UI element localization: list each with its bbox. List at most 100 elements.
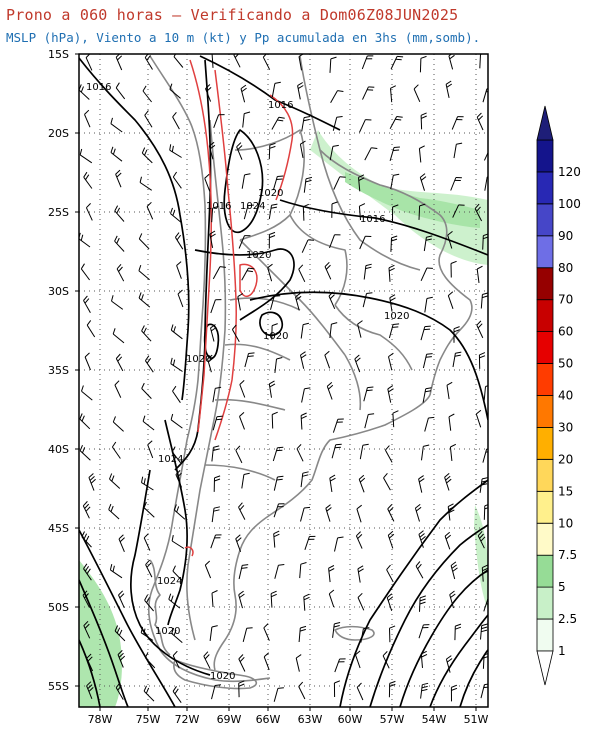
wind-barb — [115, 682, 124, 700]
isobar-1024-south — [164, 419, 188, 626]
wind-barb — [298, 681, 306, 700]
wind-barb — [112, 416, 124, 432]
wind-barb — [480, 292, 488, 309]
wind-barb — [238, 235, 251, 249]
wind-barb — [298, 625, 307, 643]
wind-barb — [300, 412, 307, 430]
wind-barb — [390, 55, 404, 70]
isobar-1016-west — [79, 57, 190, 401]
lat-label: 15S — [48, 48, 69, 61]
wind-barb — [118, 534, 125, 552]
wind-barb — [176, 261, 182, 279]
wind-barb — [172, 686, 182, 703]
wind-barb — [448, 413, 455, 431]
wind-barb — [174, 232, 184, 250]
wind-barb — [115, 54, 123, 71]
wind-barb — [108, 503, 120, 520]
wind-barb — [210, 299, 222, 314]
wind-barb — [474, 203, 483, 222]
map-subtitle: MSLP (hPa), Viento a 10 m (kt) y Pp acum… — [6, 30, 481, 45]
lon-label: 60W — [338, 713, 363, 726]
colorbar-segment — [536, 203, 554, 237]
wind-barb — [211, 684, 222, 700]
wind-barb — [477, 530, 486, 549]
falkland-islands — [334, 625, 375, 641]
wind-barb — [79, 232, 91, 248]
border-brazil — [319, 149, 421, 271]
wind-barb — [362, 292, 373, 308]
wind-barb — [144, 594, 154, 612]
wind-barb — [169, 83, 181, 99]
colorbar-segment — [536, 139, 554, 173]
wind-barb — [386, 564, 394, 583]
lon-label: 78W — [88, 713, 113, 726]
wind-barb — [451, 116, 464, 130]
wind-barb — [361, 55, 374, 70]
wind-barb — [209, 230, 216, 248]
wind-barb — [363, 263, 372, 280]
wind-barb — [476, 265, 483, 283]
wind-barb — [109, 563, 123, 579]
wind-barb — [424, 296, 433, 313]
wind-barb — [448, 54, 455, 70]
colorbar-segment — [536, 458, 554, 492]
colorbar: 1 2.5 5 7.5 10 15 20 30 40 50 60 70 80 90 100 120 — [536, 105, 581, 686]
coast-pacific — [147, 55, 271, 683]
wind-barb — [296, 444, 304, 462]
isobar-label: 1020 — [258, 188, 283, 199]
wind-barb — [212, 415, 223, 431]
isobar-1020-south — [130, 469, 211, 676]
wind-barb — [208, 141, 216, 160]
wind-barb — [231, 324, 240, 342]
wind-barb — [358, 174, 365, 192]
wind-barb — [172, 565, 183, 582]
lon-label: 69W — [217, 713, 242, 726]
wind-barb — [300, 351, 307, 369]
isobar-label: 1016 — [86, 82, 111, 93]
wind-barb — [483, 385, 488, 401]
wind-barb — [364, 413, 375, 429]
border-inland-2 — [224, 343, 291, 361]
wind-barb — [114, 235, 125, 252]
wind-barb — [329, 322, 338, 339]
border-patagonia — [204, 464, 276, 481]
isobar-1020-east — [249, 291, 488, 421]
terrain-altiplano — [269, 94, 294, 201]
wind-barb — [235, 445, 243, 464]
wind-barb — [212, 266, 226, 280]
isobar-label: 1024 — [158, 454, 183, 465]
wind-barb — [86, 681, 94, 699]
wind-barb — [475, 409, 482, 428]
wind-barb — [84, 109, 91, 128]
wind-barb — [79, 413, 91, 430]
wind-barb — [476, 320, 484, 339]
wind-barb — [213, 475, 221, 492]
wind-barb — [138, 292, 151, 308]
wind-barb — [389, 625, 396, 643]
wind-barb — [116, 263, 125, 282]
wind-barb — [422, 353, 433, 369]
wind-barbs — [79, 54, 488, 703]
wind-barb — [356, 504, 363, 523]
wind-barb — [118, 590, 125, 609]
lon-label: 63W — [298, 713, 323, 726]
wind-barb — [359, 443, 369, 460]
wind-barb — [109, 473, 121, 489]
wind-barb — [333, 680, 341, 698]
wind-barb — [301, 116, 311, 132]
wind-barb — [143, 501, 155, 518]
wind-barb — [484, 176, 488, 191]
isobar-1016-southwest — [79, 529, 176, 707]
colorbar-label: 80 — [558, 261, 573, 275]
wind-barb — [332, 622, 341, 638]
wind-barb — [388, 352, 394, 371]
coast-atlantic-south — [213, 394, 431, 671]
isobar-1008-southeast-5 — [459, 649, 488, 707]
border-inland-1 — [229, 297, 301, 311]
wind-barb — [329, 56, 337, 73]
wind-barb — [418, 203, 426, 220]
border-inland-3 — [214, 398, 286, 411]
wind-barb — [329, 474, 336, 492]
wind-barb — [144, 110, 153, 128]
